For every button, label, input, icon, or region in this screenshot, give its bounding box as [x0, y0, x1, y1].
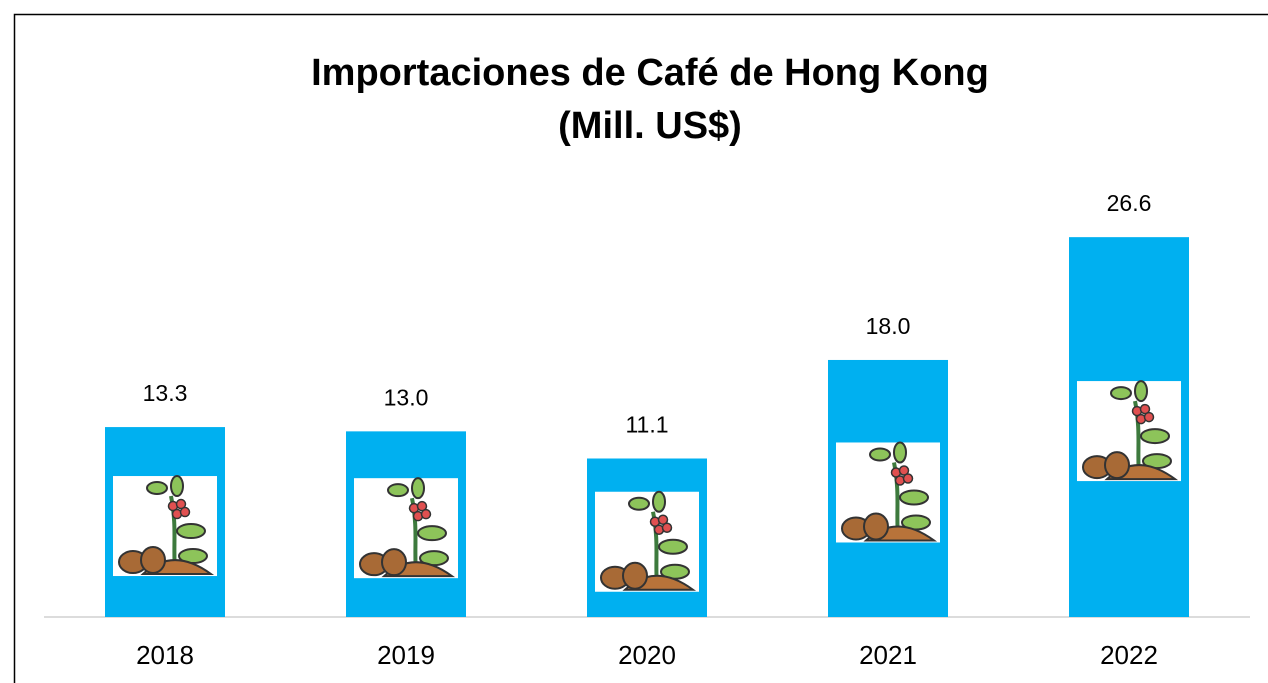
x-tick-label: 2021 [859, 640, 917, 670]
icon-berry [661, 522, 673, 533]
icon-leaf [899, 489, 929, 506]
icon-leaf [170, 475, 184, 498]
icon-bean [622, 561, 648, 590]
coffee-icon [595, 490, 699, 592]
icon-bean [140, 546, 166, 575]
x-tick-label: 2018 [136, 640, 194, 670]
icon-bean [863, 512, 889, 541]
value-label: 26.6 [1107, 190, 1152, 216]
icon-berry [1139, 403, 1151, 415]
icon-bean [381, 548, 407, 577]
icon-leaf [893, 441, 907, 464]
icon-berry [416, 500, 428, 512]
icon-berry [1143, 411, 1155, 423]
icon-leaf [1110, 386, 1132, 401]
icon-bean [1104, 451, 1130, 480]
icon-leaf [176, 523, 206, 540]
icon-leaf [652, 490, 666, 513]
icon-leaf [417, 525, 447, 542]
icon-leaf [628, 496, 650, 511]
x-tick-label: 2022 [1100, 640, 1158, 670]
value-label: 11.1 [625, 412, 668, 438]
icon-leaf [1140, 428, 1170, 445]
icon-berry [179, 506, 191, 518]
icon-leaf [411, 477, 425, 500]
chart-title: Importaciones de Café de Hong Kong [311, 52, 989, 94]
value-label: 13.3 [143, 380, 188, 406]
value-label: 13.0 [384, 384, 429, 410]
coffee-icon [354, 477, 458, 579]
icon-berry [175, 498, 187, 510]
coffee-icon [113, 475, 217, 577]
icon-leaf [146, 481, 168, 496]
icon-leaf [658, 538, 688, 555]
chart-subtitle: (Mill. US$) [558, 105, 742, 147]
coffee-icon [1077, 380, 1181, 482]
icon-berry [902, 473, 914, 484]
coffee-icon [836, 441, 940, 543]
x-tick-label: 2019 [377, 640, 435, 670]
icon-leaf [1134, 380, 1148, 403]
value-label: 18.0 [866, 313, 911, 339]
icon-leaf [869, 447, 891, 462]
x-tick-label: 2020 [618, 640, 676, 670]
icon-leaf [387, 483, 409, 498]
icon-berry [657, 514, 669, 525]
icon-berry [420, 508, 432, 520]
icon-berry [898, 465, 910, 476]
